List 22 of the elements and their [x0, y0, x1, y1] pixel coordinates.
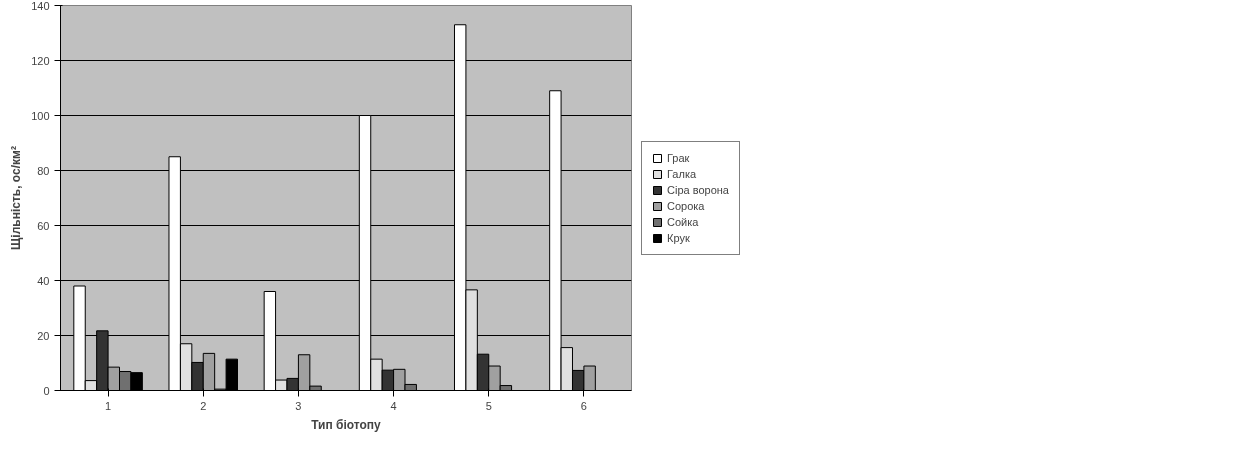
x-tick-label: 2	[200, 399, 207, 412]
y-tick-label: 100	[31, 109, 50, 122]
x-tick-label: 4	[390, 399, 397, 412]
x-tick-label: 1	[105, 399, 112, 412]
y-tick-label: 20	[37, 329, 50, 342]
legend-label: Галка	[667, 167, 697, 180]
legend-label: Сорока	[667, 199, 705, 212]
y-tick-label: 80	[37, 164, 50, 177]
y-tick-label: 140	[31, 0, 50, 12]
y-tick-label: 120	[31, 54, 50, 67]
x-tick-label: 3	[295, 399, 302, 412]
legend-label: Сойка	[667, 215, 699, 228]
y-tick-label: 40	[37, 274, 50, 287]
legend-label: Сіра ворона	[667, 183, 729, 196]
x-axis-title: Тип біотопу	[311, 417, 382, 432]
y-tick-label: 0	[43, 384, 50, 397]
legend-label: Грак	[667, 151, 690, 164]
x-tick-label: 6	[580, 399, 587, 412]
y-axis-title: Щільність, ос/км²	[9, 146, 24, 250]
x-tick-label: 5	[485, 399, 492, 412]
y-tick-label: 60	[37, 219, 50, 232]
legend-label: Крук	[667, 231, 690, 244]
